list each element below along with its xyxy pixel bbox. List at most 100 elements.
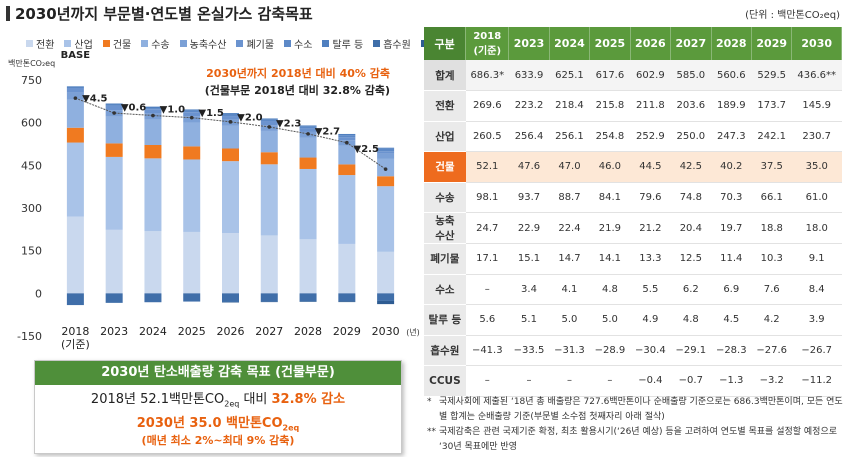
- bar-segment: [66, 127, 84, 143]
- bar-segment: [338, 175, 356, 244]
- table-row: CCUS – – – – −0.4 −0.7 −1.3 −3.2 −11.2: [424, 365, 842, 397]
- table-cell: −26.7: [791, 335, 842, 366]
- bar-segment: [377, 147, 395, 149]
- table-cell: 12.5: [670, 243, 712, 275]
- page-title: 2030년까지 부문별·연도별 온실가스 감축목표: [6, 3, 313, 24]
- table-row: 건물 52.1 47.6 47.0 46.0 44.5 42.5 40.2 37.5 35.0: [424, 151, 842, 183]
- target-line1-highlight: 32.8% 감소: [271, 392, 346, 407]
- table-cell: 218.4: [549, 90, 590, 122]
- table-cell: 40.2: [711, 151, 752, 183]
- x-tick-label: 2029: [333, 325, 361, 338]
- bar-segment: [377, 293, 395, 301]
- table-row: 수소 –3.4 4.1 4.8 5.5 6.2 6.9 7.6 8.4: [424, 274, 842, 305]
- stacked-bar-chart: 백만톤CO₂eq 750 600 450 300 150 0 -150 ▼4.5 ▼0.6 ▼1.0…: [8, 50, 420, 350]
- bar-segment: [377, 148, 395, 152]
- bar-segment: [183, 146, 201, 160]
- footnotes: * 국제사회에 제출된 ‘18년 총 배출량은 727.6백만톤이나 순배출량 기…: [427, 395, 845, 455]
- x-tick-label: 2018: [61, 325, 89, 338]
- bar-segment: [377, 300, 395, 305]
- bar-segment: [260, 121, 278, 126]
- table-row-label: 수송: [424, 182, 466, 213]
- legend-label: 산업: [74, 40, 93, 51]
- legend-item: 산업: [64, 36, 93, 51]
- legend-swatch-icon: [322, 40, 330, 47]
- target-line1-middle: 대비: [239, 392, 272, 407]
- title-bar-icon: [6, 6, 10, 21]
- bar-segment: [183, 231, 201, 294]
- table-cell: 173.7: [751, 90, 792, 122]
- legend-swatch-icon: [141, 40, 149, 47]
- reduction-marker: ▼1.5: [198, 108, 223, 119]
- legend-label: 건물: [112, 40, 132, 51]
- table-cell: 436.6**: [791, 60, 842, 91]
- table-row: 전환 269.6 223.2 218.4 215.8 211.8 203.6 189.9 173…: [424, 90, 842, 122]
- bar-segment: [105, 156, 123, 230]
- table-cell: −11.2: [791, 365, 842, 397]
- table-cell: −33.5: [508, 335, 550, 366]
- bar-segment: [260, 118, 278, 120]
- table-cell: 22.4: [549, 212, 590, 244]
- bar-segment: [144, 109, 162, 114]
- legend-swatch-icon: [179, 40, 187, 47]
- bar-segment: [260, 130, 278, 153]
- reduction-marker: ▼4.5: [82, 94, 107, 105]
- y-tick-label: 600: [21, 117, 42, 130]
- legend-swatch-icon: [236, 40, 244, 47]
- bar-segment: [377, 151, 395, 154]
- bar-segment: [222, 125, 239, 149]
- table-cell: 4.2: [751, 304, 792, 336]
- base-label: BASE: [61, 50, 91, 61]
- table-cell: −29.1: [670, 335, 712, 366]
- x-unit-label: (년): [406, 327, 420, 337]
- bar-segment: [183, 110, 201, 113]
- table-cell: 74.8: [670, 182, 712, 213]
- bar-segment: [183, 109, 201, 111]
- net-total-point: [383, 167, 388, 171]
- table-row-label: CCUS: [424, 365, 466, 397]
- target-line1-sub: 2eq: [224, 399, 240, 409]
- y-tick-label: 450: [21, 159, 42, 172]
- footnote-mark: **: [427, 427, 436, 437]
- bar-segment: [338, 137, 356, 141]
- net-total-line: [75, 97, 386, 170]
- table-cell: 8.4: [791, 274, 842, 305]
- table-cell: 88.7: [549, 182, 590, 213]
- table-cell: 37.5: [751, 151, 792, 183]
- y-tick-label: 150: [21, 245, 42, 258]
- table-cell: −28.9: [589, 335, 631, 366]
- bar-segment: [144, 144, 162, 159]
- bar-segment: [338, 243, 356, 294]
- table-cell: 256.1: [549, 121, 590, 152]
- table-cell: 47.0: [549, 151, 590, 183]
- reduction-marker: ▼2.5: [354, 144, 379, 155]
- table-cell: 5.0: [549, 304, 590, 336]
- bar-segment: [338, 293, 356, 302]
- table-cell: 79.6: [630, 182, 671, 213]
- bar-segment: [66, 216, 84, 294]
- bar-segment: [183, 122, 201, 147]
- target-line-2: 2030년 35.0 백만톤CO2eq: [35, 412, 401, 433]
- table-header-label: 구분: [424, 27, 467, 60]
- table-cell: 70.3: [711, 182, 752, 213]
- table-cell: 633.9: [508, 60, 550, 91]
- bar-segment: [144, 119, 162, 145]
- target-line2-main: 2030년 35.0 백만톤CO: [136, 415, 283, 431]
- table-cell: 529.5: [751, 60, 792, 91]
- table-cell: −0.4: [630, 365, 671, 397]
- table-cell: −28.3: [711, 335, 752, 366]
- table-row: 합계 686.3* 633.9 625.1 617.6 602.9 585.0 560.6 52…: [424, 60, 842, 91]
- net-total-point: [189, 115, 194, 120]
- bar-segment: [299, 157, 317, 169]
- table-cell: 61.0: [791, 182, 842, 213]
- table-cell: 35.0: [791, 151, 842, 183]
- legend-item: 수송: [141, 36, 170, 51]
- table-cell: 617.6: [589, 60, 631, 91]
- bar-segment: [183, 293, 201, 302]
- unit-note: (단위 : 백만톤CO₂eq): [745, 10, 840, 21]
- table-header-year: 2018 (기준): [465, 27, 510, 60]
- x-tick-label: 2026: [217, 325, 245, 338]
- table-cell: 15.1: [508, 243, 550, 275]
- bar-segment: [105, 229, 123, 294]
- legend-swatch-icon: [373, 40, 381, 47]
